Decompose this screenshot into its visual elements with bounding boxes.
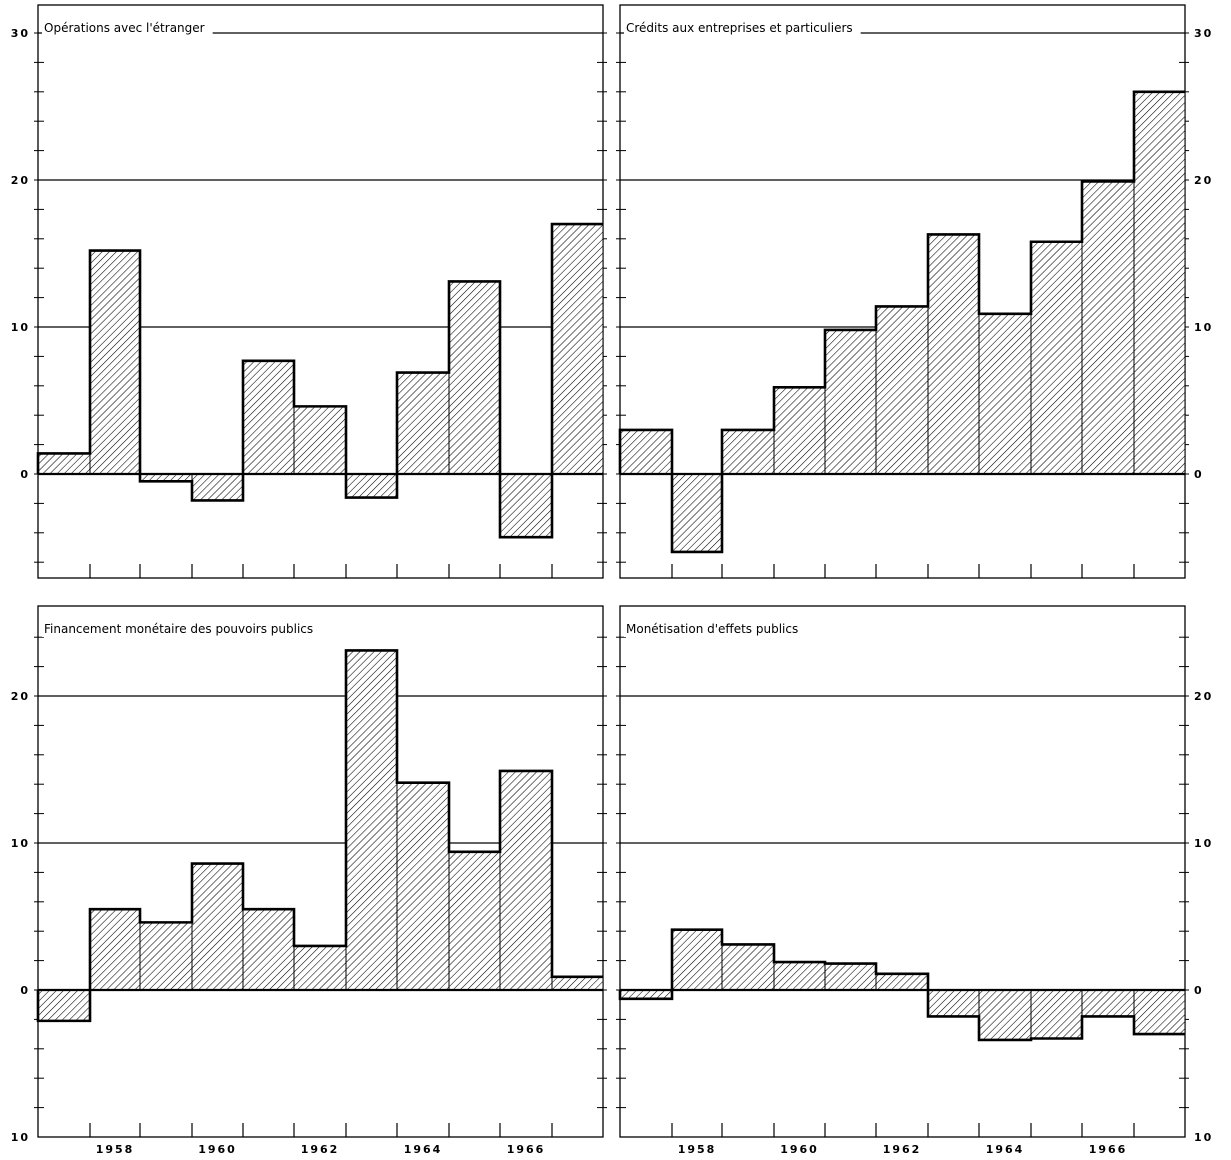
x-tick-label: 1958 [96, 1143, 135, 1156]
y-tick-label: 0 [20, 984, 30, 997]
bar-1962 [293, 945, 347, 991]
y-tick-label: 30 [11, 27, 30, 40]
chart-panel-1: Opérations avec l'étranger 0 10 20 30 [11, 4, 607, 579]
y-tick-label: 20 [1194, 690, 1213, 703]
x-tick-label: 1960 [198, 1143, 237, 1156]
chart-panel-4: Monétisation d'effets publics 10 0 10 20 1958… [616, 605, 1213, 1156]
y-tick-label: 0 [1194, 984, 1204, 997]
bar-1966 [499, 770, 553, 991]
panel-title-bg [624, 621, 807, 637]
bar-1967 [551, 976, 604, 991]
panel-title-bg [42, 20, 213, 36]
panel-title-bg [624, 20, 861, 36]
bar-1965 [448, 851, 501, 991]
panel-title: Crédits aux entreprises et particuliers [626, 21, 853, 35]
bar-1957 [619, 989, 673, 1000]
y-tick-label: 20 [1194, 174, 1213, 187]
y-tick-label: 10 [1194, 837, 1213, 850]
bar-1964 [978, 989, 1032, 1041]
bar-1960 [191, 473, 244, 501]
series-outline [36, 222, 603, 539]
series-outline [618, 90, 1185, 554]
x-tick-label: 1964 [986, 1143, 1025, 1156]
bar-1960 [773, 961, 826, 991]
x-tick-label: 1962 [301, 1143, 340, 1156]
bar-1962 [875, 973, 929, 991]
bar-1964 [396, 782, 450, 991]
y-tick-label: 30 [1194, 27, 1213, 40]
bar-1959 [721, 943, 775, 991]
bar-1957 [619, 429, 673, 475]
bar-1965 [1030, 989, 1083, 1040]
y-tick-label: 10 [11, 837, 30, 850]
bar-1957 [37, 989, 91, 1022]
y-tick-label: 10 [11, 1131, 30, 1144]
y-tick-label: 20 [11, 690, 30, 703]
x-tick-label: 1966 [1089, 1143, 1128, 1156]
series-outline [36, 649, 603, 1023]
bar-1963 [927, 233, 980, 475]
y-tick-label: 10 [11, 321, 30, 334]
x-tick-label: 1962 [883, 1143, 922, 1156]
chart-panel-3: Financement monétaire des pouvoirs publi… [11, 605, 607, 1156]
chart-panel-2: Crédits aux entreprises et particuliers 0… [616, 4, 1213, 579]
bar-1962 [293, 405, 347, 475]
bar-1958 [89, 250, 141, 475]
bar-1965 [448, 280, 501, 475]
bar-1964 [978, 313, 1032, 475]
bar-1966 [1081, 989, 1135, 1017]
bar-1957 [37, 452, 91, 475]
bar-1966 [1081, 180, 1135, 475]
panel-title: Monétisation d'effets publics [626, 622, 798, 636]
panel-frame [37, 605, 604, 1138]
bar-1967 [551, 223, 604, 475]
x-tick-label: 1964 [404, 1143, 443, 1156]
bar-1958 [89, 908, 141, 991]
bar-1963 [345, 649, 398, 991]
y-tick-label: 0 [20, 468, 30, 481]
x-tick-label: 1960 [780, 1143, 819, 1156]
bar-1967 [1133, 91, 1186, 475]
panel-title: Opérations avec l'étranger [44, 21, 205, 35]
panel-frame [619, 605, 1186, 1138]
bar-1963 [345, 473, 398, 499]
bar-1964 [396, 372, 450, 475]
bar-1961 [824, 329, 877, 475]
series-outline [618, 928, 1185, 1042]
bar-1965 [1030, 241, 1083, 475]
panel-title-bg [42, 621, 322, 637]
bar-1966 [499, 473, 553, 538]
panel-title: Financement monétaire des pouvoirs publi… [44, 622, 313, 636]
bar-1967 [1133, 989, 1186, 1035]
bar-1961 [242, 908, 295, 991]
bar-1960 [773, 386, 826, 475]
bar-1961 [242, 360, 295, 475]
y-tick-label: 0 [1194, 468, 1204, 481]
y-tick-label: 10 [1194, 321, 1213, 334]
bar-1958 [671, 929, 723, 991]
bar-1961 [824, 963, 877, 991]
bar-1963 [927, 989, 980, 1017]
bar-1960 [191, 863, 244, 991]
bar-1958 [671, 473, 723, 553]
x-tick-label: 1966 [507, 1143, 546, 1156]
bar-1962 [875, 305, 929, 475]
y-tick-label: 10 [1194, 1131, 1213, 1144]
bar-1959 [139, 921, 193, 991]
bar-1959 [721, 429, 775, 475]
x-tick-label: 1958 [678, 1143, 717, 1156]
y-tick-label: 20 [11, 174, 30, 187]
